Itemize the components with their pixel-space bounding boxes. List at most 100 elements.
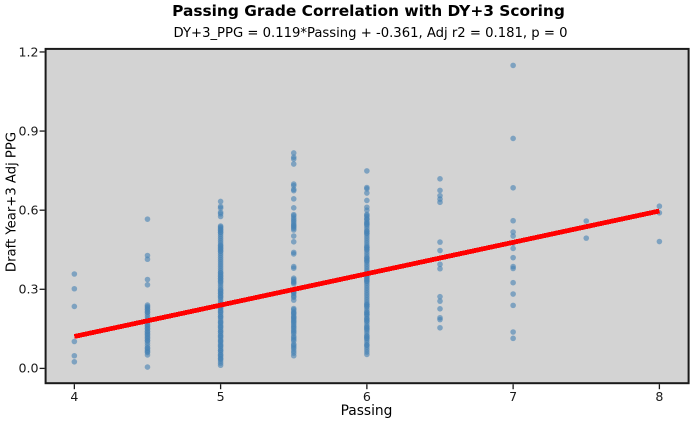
data-point [217,338,224,344]
data-point [364,207,370,213]
data-point [217,319,224,326]
data-point [437,316,443,323]
data-point [364,197,370,204]
y-tick-label: 1.2 [18,44,39,60]
x-tick-label: 6 [362,389,371,404]
data-point [71,359,78,365]
data-point [217,205,224,211]
y-axis-label: Draft Year+3 Adj PPG [4,131,19,273]
data-point [364,190,370,196]
data-point [290,321,297,327]
data-point [437,265,443,272]
data-point [437,187,443,194]
y-tick-label: 0.9 [18,123,39,139]
data-point [217,323,224,330]
y-tick-label: 0.3 [18,281,39,297]
data-point [71,271,78,277]
data-point [290,233,297,239]
data-point [217,278,224,285]
data-point [510,302,516,309]
data-point [217,248,224,254]
data-point [364,318,370,324]
data-point [217,333,224,340]
data-point [290,294,297,301]
data-point [290,205,297,211]
data-point [290,150,297,156]
data-point [290,223,297,229]
data-point [364,246,370,253]
data-point [290,187,297,194]
data-point [217,213,224,220]
y-tick-label: 0.0 [18,360,39,376]
data-point [437,199,443,206]
data-point [71,303,78,310]
data-point [71,338,78,345]
data-point [144,309,151,315]
data-point [364,168,370,174]
data-point [364,186,370,192]
data-point [364,303,370,309]
data-point [144,276,151,283]
data-point [217,356,224,362]
data-point [290,227,297,233]
data-point [364,326,370,332]
data-point [583,218,590,224]
data-point [364,258,370,264]
data-point [71,285,78,292]
data-point [290,239,297,245]
data-point [437,324,443,331]
data-point [510,329,516,335]
chart-title: Passing Grade Correlation with DY+3 Scor… [172,2,565,20]
x-axis-label: Passing [340,403,393,419]
data-point [364,221,370,228]
data-point [217,328,224,335]
data-point [364,311,370,318]
data-point [290,326,297,332]
chart-subtitle: DY+3_PPG = 0.119*Passing + -0.361, Adj r… [173,25,568,41]
x-tick-label: 8 [655,389,664,404]
scatter-points [71,62,663,370]
data-point [290,317,297,323]
data-point [290,196,297,202]
data-point [290,348,297,354]
data-point [144,256,151,263]
data-point [437,298,443,304]
data-point [510,229,516,235]
data-point [144,348,151,355]
data-point [364,351,370,358]
data-point [437,306,443,312]
data-point [217,313,224,320]
data-point [510,335,516,342]
tick-marks [39,51,661,390]
data-point [437,247,443,254]
data-point [656,238,663,245]
data-point [510,245,516,252]
data-point [510,135,516,142]
data-point [217,229,224,236]
data-point [290,344,297,350]
data-point [144,216,151,222]
data-point [364,342,370,348]
x-tick-label: 5 [216,389,225,404]
data-point [217,342,224,349]
data-point [290,161,297,167]
data-point [144,364,151,370]
data-point [217,347,224,354]
x-tick-label: 7 [509,389,518,404]
data-point [510,233,516,239]
data-point [510,184,516,191]
data-point [290,251,297,257]
data-point [290,265,297,271]
data-point [364,278,370,285]
y-tick-label: 0.6 [18,202,39,218]
data-point [290,338,297,344]
data-point [217,362,224,369]
data-point [290,278,297,285]
regression-line [73,208,660,339]
x-tick-label: 4 [70,389,79,404]
data-point [510,265,516,272]
data-point [364,335,370,342]
data-point [437,293,443,300]
